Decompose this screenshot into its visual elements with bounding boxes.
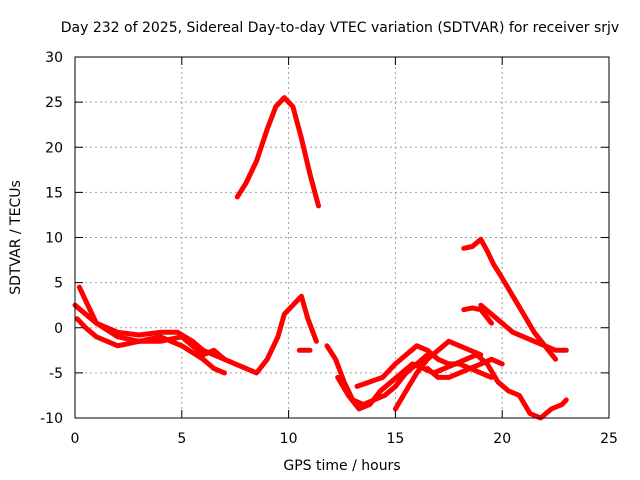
series-arc-4 [234,95,321,209]
series-arc-13 [478,302,569,353]
y-axis-label: SDTVAR / TECUs [8,180,24,295]
x-tick-label: 15 [386,431,404,447]
x-tick-label: 5 [177,431,186,447]
series-arc-10 [424,356,505,380]
y-tick-label: 10 [45,231,63,247]
series-arc-11 [461,236,559,362]
series-arc-9 [392,338,484,412]
chart-title: Day 232 of 2025, Sidereal Day-to-day VTE… [61,20,619,36]
series-arc-2 [76,284,227,362]
y-tick-label: 5 [54,276,63,292]
x-tick-label: 10 [280,431,298,447]
data-series-group [72,95,569,421]
tick-labels: 0 5 10 15 20 25 -10 -5 0 5 10 15 20 25 30 [40,50,618,447]
axis-ticks [74,56,610,419]
y-tick-label: 20 [45,140,63,156]
y-tick-label: 30 [45,50,63,66]
x-tick-label: 25 [600,431,618,447]
x-tick-label: 0 [71,431,80,447]
y-tick-label: -5 [49,366,63,382]
series-arc-3 [74,316,227,376]
y-tick-label: 0 [54,321,63,337]
y-tick-label: 25 [45,95,63,111]
series-arc-12 [461,305,494,326]
x-axis-label: GPS time / hours [283,458,400,474]
x-tick-label: 20 [493,431,511,447]
y-tick-label: -10 [40,411,63,427]
grid-lines [75,57,609,418]
y-tick-label: 15 [45,185,63,201]
